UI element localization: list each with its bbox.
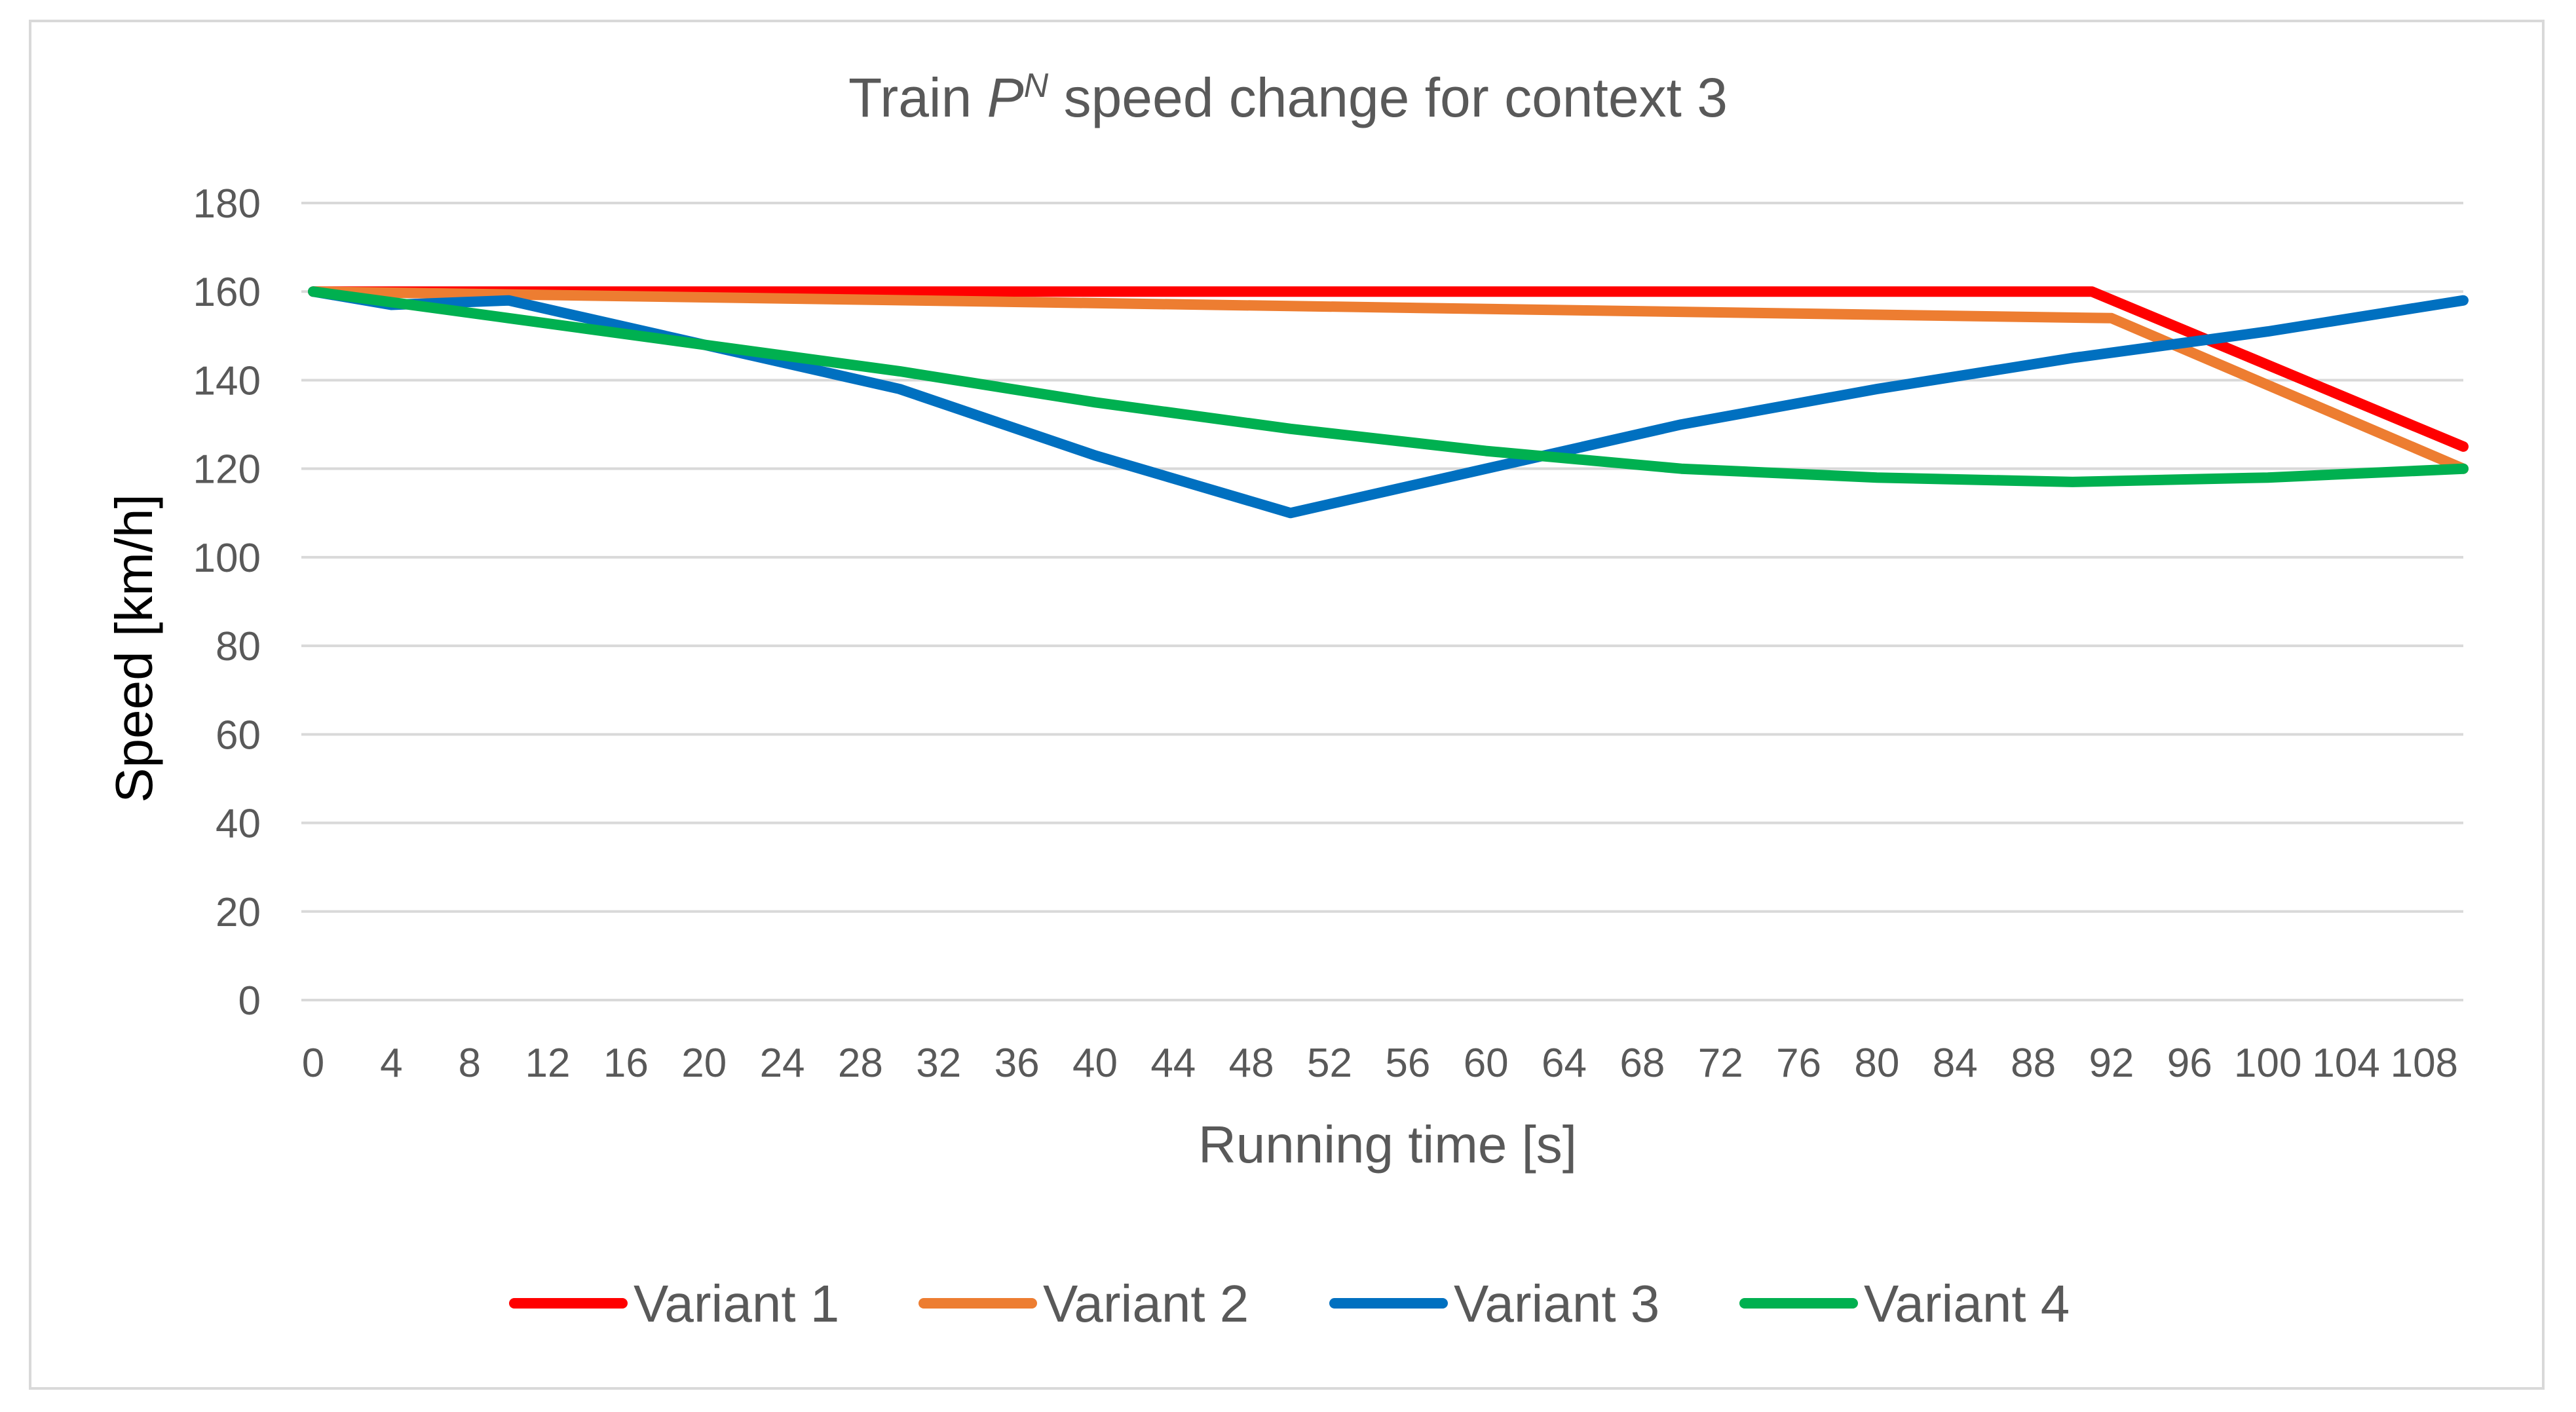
x-tick-label: 92 <box>2089 1041 2134 1086</box>
x-tick-label: 48 <box>1229 1041 1274 1086</box>
x-tick-label: 80 <box>1854 1041 1899 1086</box>
y-tick-label: 80 <box>216 624 261 669</box>
x-tick-label: 8 <box>458 1041 480 1086</box>
legend-label-variant-4: Variant 4 <box>1864 1274 2070 1333</box>
x-tick-label: 28 <box>838 1041 883 1086</box>
series-line-variant-1 <box>308 286 2469 452</box>
x-tick-label: 108 <box>2391 1041 2458 1086</box>
x-tick-label: 60 <box>1464 1041 1509 1086</box>
y-tick-label: 120 <box>193 447 261 492</box>
x-tick-label: 0 <box>302 1041 324 1086</box>
y-tick-label: 20 <box>216 890 261 935</box>
y-tick-label: 40 <box>216 802 261 847</box>
chart-title-prefix: Train <box>848 67 987 128</box>
series-line-variant-4 <box>308 286 2469 487</box>
x-tick-label: 76 <box>1776 1041 1821 1086</box>
y-axis-title: Speed [km/h] <box>105 494 163 802</box>
x-tick-label: 44 <box>1150 1041 1196 1086</box>
x-tick-label: 4 <box>380 1041 402 1086</box>
legend-label-variant-1: Variant 1 <box>634 1274 839 1333</box>
x-tick-label: 36 <box>994 1041 1040 1086</box>
x-tick-label: 100 <box>2234 1041 2301 1086</box>
series-line-variant-2 <box>308 286 2469 474</box>
legend-label-variant-3: Variant 3 <box>1454 1274 1659 1333</box>
series-line-variant-3 <box>308 286 2469 519</box>
chart-title-italic: P <box>987 67 1024 128</box>
x-tick-label: 52 <box>1307 1041 1352 1086</box>
chart-title-superscript: N <box>1024 67 1049 105</box>
chart-frame <box>29 20 2545 1390</box>
y-tick-label: 160 <box>193 270 261 315</box>
series-lines <box>308 286 2469 519</box>
x-tick-label: 72 <box>1698 1041 1743 1086</box>
x-tick-label: 64 <box>1542 1041 1587 1086</box>
y-tick-label: 180 <box>193 181 261 227</box>
y-tick-label: 100 <box>193 536 261 581</box>
x-tick-label: 40 <box>1072 1041 1118 1086</box>
x-tick-label: 56 <box>1385 1041 1430 1086</box>
x-tick-label: 84 <box>1933 1041 1978 1086</box>
x-tick-label: 20 <box>681 1041 727 1086</box>
x-tick-label: 68 <box>1619 1041 1665 1086</box>
legend-label-variant-2: Variant 2 <box>1043 1274 1249 1333</box>
x-tick-label: 16 <box>603 1041 649 1086</box>
x-axis-title: Running time [s] <box>1198 1115 1577 1174</box>
x-axis-tick-labels: 0 4 8 12 16 20 24 28 32 36 40 44 48 52 56 60 64 68 72 76 80 8… <box>302 1041 2458 1086</box>
x-tick-label: 104 <box>2312 1041 2379 1086</box>
chart-title-suffix: speed change for context 3 <box>1048 67 1728 128</box>
chart-title: Train PN speed change for context 3 <box>848 67 1728 128</box>
y-tick-label: 0 <box>238 978 261 1024</box>
x-tick-label: 32 <box>916 1041 961 1086</box>
y-tick-label: 60 <box>216 713 261 758</box>
x-tick-label: 88 <box>2011 1041 2056 1086</box>
x-tick-label: 96 <box>2167 1041 2212 1086</box>
x-tick-label: 12 <box>525 1041 571 1086</box>
y-axis-tick-labels: 0 20 40 60 80 100 120 140 160 180 <box>193 181 261 1024</box>
legend: Variant 1 Variant 2 Variant 3 Variant 4 <box>509 1274 2070 1333</box>
y-tick-label: 140 <box>193 358 261 403</box>
x-tick-label: 24 <box>760 1041 805 1086</box>
